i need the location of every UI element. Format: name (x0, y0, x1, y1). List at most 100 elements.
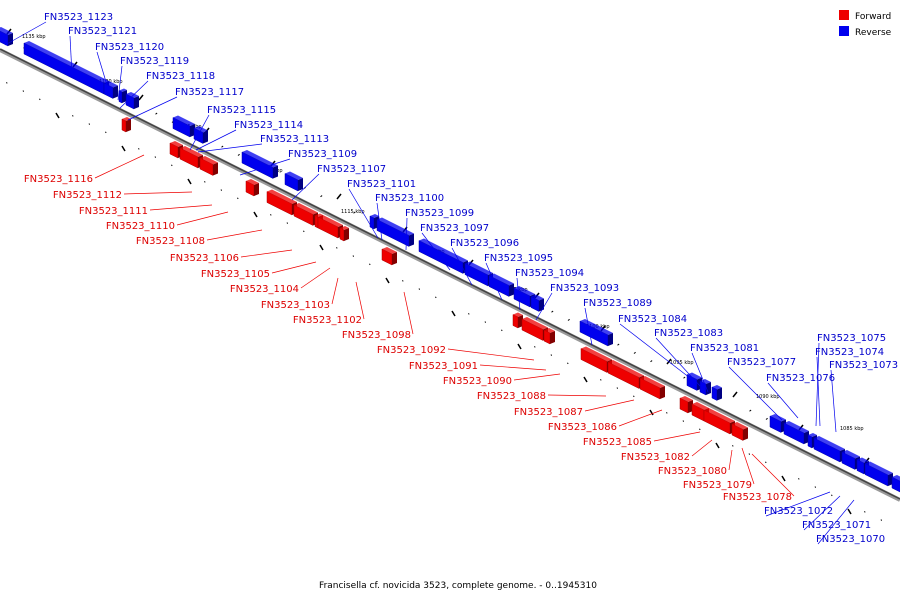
reverse-gene-block[interactable] (284, 171, 303, 192)
forward-gene-block[interactable] (639, 376, 665, 400)
forward-gene-block[interactable] (339, 226, 349, 242)
reverse-gene-label[interactable]: FN3523_1095 (484, 253, 553, 264)
reverse-gene-block[interactable] (891, 475, 900, 495)
reverse-gene-label[interactable]: FN3523_1089 (583, 298, 652, 309)
forward-gene-label[interactable]: FN3523_1090 (443, 376, 512, 387)
forward-gene-label[interactable]: FN3523_1116 (24, 174, 93, 185)
tick-mark (814, 486, 817, 488)
reverse-gene-label[interactable]: FN3523_1107 (317, 164, 386, 175)
reverse-gene-label[interactable]: FN3523_1094 (515, 268, 584, 279)
tick-mark (550, 354, 553, 356)
reverse-gene-block[interactable] (241, 150, 278, 179)
forward-gene-block[interactable] (199, 156, 218, 176)
leader-line (513, 373, 561, 381)
forward-gene-block[interactable] (679, 396, 693, 414)
reverse-gene-label[interactable]: FN3523_1123 (44, 12, 113, 23)
reverse-gene-label[interactable]: FN3523_1096 (450, 238, 519, 249)
leader-line (817, 499, 855, 545)
reverse-gene-block[interactable] (193, 126, 208, 144)
forward-gene-label[interactable]: FN3523_1104 (230, 284, 299, 295)
reverse-gene-label[interactable]: FN3523_1121 (68, 26, 137, 37)
forward-gene-label[interactable]: FN3523_1088 (477, 391, 546, 402)
tick-mark (781, 475, 786, 482)
tick-mark (617, 343, 620, 346)
forward-gene-label[interactable]: FN3523_1110 (106, 221, 175, 232)
forward-gene-label[interactable]: FN3523_1085 (583, 437, 652, 448)
forward-gene-label[interactable]: FN3523_1102 (293, 315, 362, 326)
reverse-gene-label[interactable]: FN3523_1084 (618, 314, 687, 325)
forward-gene-label[interactable]: FN3523_1103 (261, 300, 330, 311)
forward-gene-block[interactable] (731, 422, 748, 441)
reverse-gene-label[interactable]: FN3523_1070 (816, 534, 885, 545)
reverse-gene-label[interactable]: FN3523_1118 (146, 71, 215, 82)
forward-gene-block[interactable] (266, 189, 297, 216)
reverse-gene-label[interactable]: FN3523_1115 (207, 105, 276, 116)
reverse-gene-block[interactable] (711, 385, 722, 401)
forward-gene-label[interactable]: FN3523_1091 (409, 361, 478, 372)
reverse-gene-label[interactable]: FN3523_1072 (764, 506, 833, 517)
reverse-gene-label[interactable]: FN3523_1100 (375, 193, 444, 204)
reverse-gene-label[interactable]: FN3523_1076 (766, 373, 835, 384)
forward-gene-block[interactable] (121, 117, 131, 133)
tick-mark (831, 494, 833, 497)
reverse-gene-block[interactable] (488, 273, 514, 297)
reverse-gene-block[interactable] (769, 414, 786, 433)
reverse-gene-label[interactable]: FN3523_1114 (234, 120, 303, 131)
forward-gene-label[interactable]: FN3523_1092 (377, 345, 446, 356)
forward-gene-label[interactable]: FN3523_1082 (621, 452, 690, 463)
forward-gene-label[interactable]: FN3523_1111 (79, 206, 148, 217)
reverse-gene-label[interactable]: FN3523_1113 (260, 134, 329, 145)
reverse-gene-label[interactable]: FN3523_1119 (120, 56, 189, 67)
tick-mark (583, 376, 588, 383)
forward-gene-label[interactable]: FN3523_1087 (514, 407, 583, 418)
leader-line (4, 21, 47, 46)
forward-gene-block[interactable] (512, 312, 523, 329)
reverse-gene-label[interactable]: FN3523_1109 (288, 149, 357, 160)
reverse-gene-label[interactable]: FN3523_1074 (815, 347, 884, 358)
reverse-gene-label[interactable]: FN3523_1117 (175, 87, 244, 98)
forward-gene-block[interactable] (543, 328, 555, 345)
gene-labels: FN3523_1123 FN3523_1121 FN3523_1120 FN3523_… (24, 12, 898, 545)
reverse-gene-block[interactable] (125, 92, 139, 110)
reverse-gene-label[interactable]: FN3523_1097 (420, 223, 489, 234)
forward-gene-label[interactable]: FN3523_1108 (136, 236, 205, 247)
leader-line (119, 80, 149, 109)
reverse-gene-block[interactable] (172, 115, 195, 138)
forward-gene-label[interactable]: FN3523_1078 (723, 492, 792, 503)
tick-mark (253, 211, 258, 218)
reverse-gene-label[interactable]: FN3523_1120 (95, 42, 164, 53)
forward-gene-label[interactable]: FN3523_1105 (201, 269, 270, 280)
forward-gene-block[interactable] (245, 179, 259, 197)
forward-gene-label[interactable]: FN3523_1112 (53, 190, 122, 201)
reverse-gene-block[interactable] (783, 421, 809, 445)
reverse-gene-block[interactable] (579, 319, 613, 347)
tick-mark (22, 90, 25, 92)
reverse-gene-label[interactable]: FN3523_1093 (550, 283, 619, 294)
tick-mark (732, 391, 738, 398)
reverse-gene-label[interactable]: FN3523_1101 (347, 179, 416, 190)
tick-mark (484, 321, 487, 323)
leader-line (535, 292, 553, 321)
reverse-gene-label[interactable]: FN3523_1075 (817, 333, 886, 344)
forward-gene-block[interactable] (381, 247, 397, 266)
forward-gene-label[interactable]: FN3523_1106 (170, 253, 239, 264)
leader-line (189, 114, 210, 151)
reverse-gene-label[interactable]: FN3523_1083 (654, 328, 723, 339)
leader-line (376, 202, 383, 241)
reverse-gene-label[interactable]: FN3523_1077 (727, 357, 796, 368)
reverse-gene-label[interactable]: FN3523_1099 (405, 208, 474, 219)
leader-line (765, 491, 831, 517)
forward-gene-label[interactable]: FN3523_1098 (342, 330, 411, 341)
reverse-gene-block[interactable] (376, 217, 414, 247)
leader-line (447, 348, 535, 361)
forward-gene-label[interactable]: FN3523_1086 (548, 422, 617, 433)
reverse-gene-label[interactable]: FN3523_1073 (829, 360, 898, 371)
forward-gene-label[interactable]: FN3523_1079 (683, 480, 752, 491)
reverse-gene-block[interactable] (699, 379, 711, 396)
reverse-gene-label[interactable]: FN3523_1071 (802, 520, 871, 531)
reverse-gene-block[interactable] (864, 461, 893, 487)
reverse-gene-block[interactable] (530, 294, 544, 312)
forward-gene-label[interactable]: FN3523_1080 (658, 466, 727, 477)
reverse-gene-label[interactable]: FN3523_1081 (690, 343, 759, 354)
